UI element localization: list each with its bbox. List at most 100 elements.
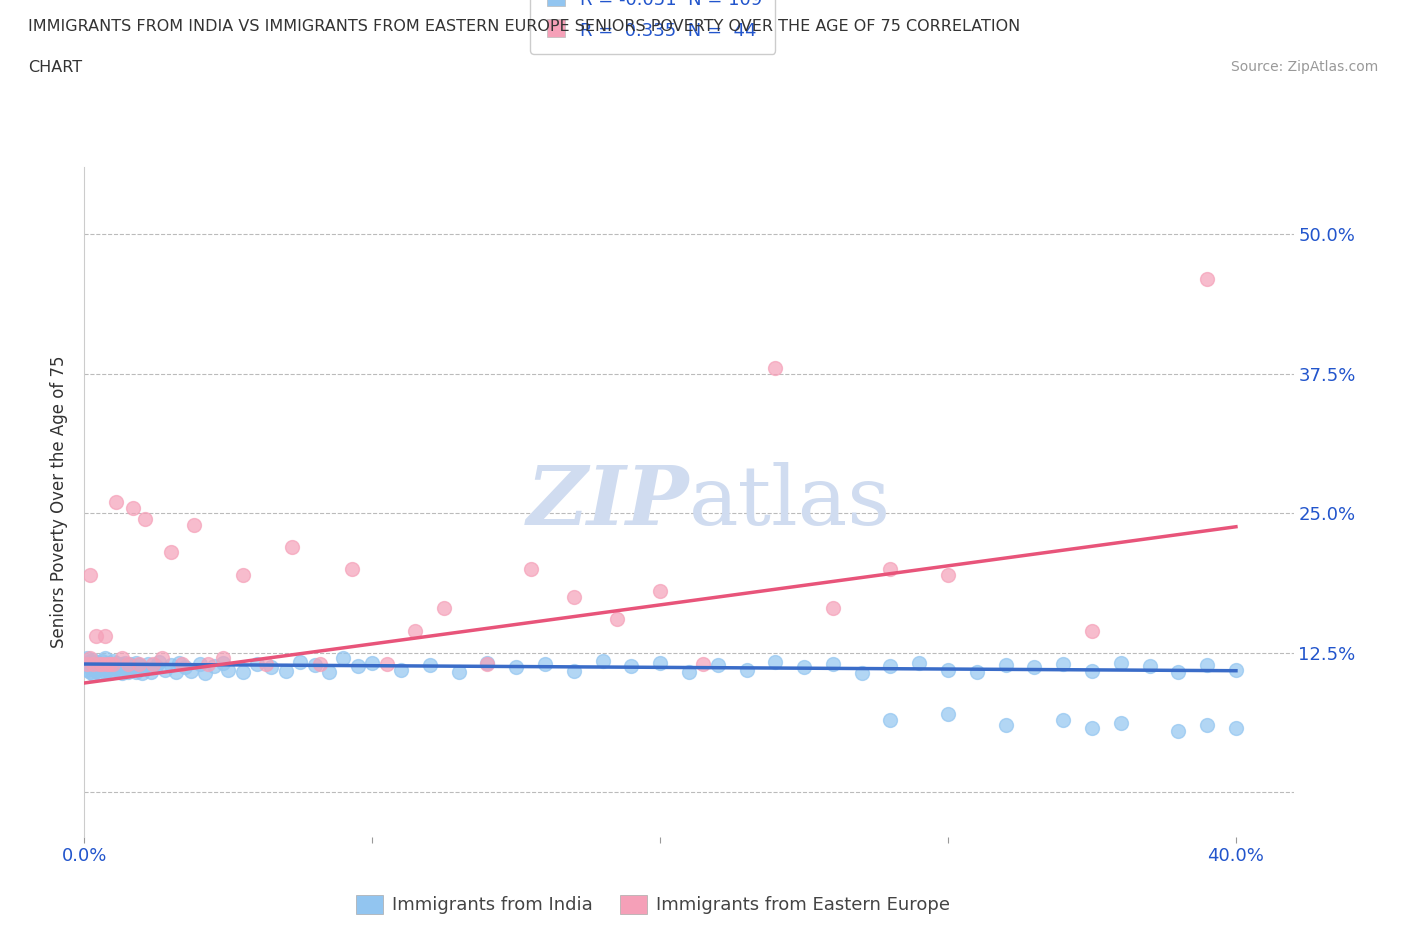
Point: [90, 658, 112, 673]
Point: [1167, 664, 1189, 679]
Point: [763, 361, 786, 376]
Point: [145, 658, 167, 673]
Point: [96, 657, 118, 671]
Point: [108, 658, 131, 672]
Point: [936, 662, 959, 677]
Point: [1081, 720, 1104, 735]
Point: [211, 651, 233, 666]
Point: [678, 664, 700, 679]
Point: [505, 660, 527, 675]
Point: [375, 657, 398, 671]
Text: IMMIGRANTS FROM INDIA VS IMMIGRANTS FROM EASTERN EUROPE SENIORS POVERTY OVER THE: IMMIGRANTS FROM INDIA VS IMMIGRANTS FROM…: [28, 19, 1021, 33]
Point: [105, 656, 128, 671]
Point: [706, 658, 728, 672]
Point: [117, 660, 139, 675]
Point: [98, 666, 121, 681]
Point: [183, 517, 205, 532]
Point: [136, 657, 159, 671]
Point: [84, 629, 107, 644]
Point: [117, 664, 139, 679]
Point: [197, 657, 219, 671]
Point: [606, 612, 628, 627]
Point: [96, 657, 118, 671]
Point: [534, 657, 557, 671]
Point: [620, 658, 643, 673]
Y-axis label: Seniors Poverty Over the Age of 75: Seniors Poverty Over the Age of 75: [51, 356, 69, 648]
Point: [274, 663, 297, 678]
Point: [131, 666, 153, 681]
Point: [96, 662, 118, 677]
Point: [1052, 657, 1074, 671]
Point: [389, 662, 412, 677]
Point: [111, 666, 134, 681]
Point: [90, 657, 112, 671]
Point: [96, 656, 118, 671]
Point: [447, 664, 470, 679]
Point: [332, 651, 354, 666]
Point: [1081, 623, 1104, 638]
Point: [125, 664, 148, 679]
Point: [879, 712, 901, 727]
Point: [76, 662, 98, 677]
Point: [82, 652, 104, 667]
Point: [172, 657, 194, 671]
Point: [280, 539, 302, 554]
Point: [108, 663, 131, 678]
Point: [150, 651, 173, 666]
Point: [153, 662, 176, 677]
Point: [309, 657, 332, 671]
Point: [361, 656, 384, 671]
Point: [1052, 712, 1074, 727]
Point: [936, 707, 959, 722]
Point: [84, 658, 107, 673]
Point: [90, 653, 112, 668]
Point: [93, 658, 115, 672]
Point: [79, 660, 101, 675]
Point: [1167, 724, 1189, 738]
Point: [692, 657, 714, 671]
Point: [174, 660, 197, 675]
Point: [166, 664, 188, 679]
Point: [87, 657, 110, 671]
Point: [76, 651, 98, 666]
Text: atlas: atlas: [689, 462, 891, 542]
Point: [260, 660, 283, 675]
Point: [93, 664, 115, 679]
Point: [290, 655, 312, 670]
Point: [994, 718, 1017, 733]
Point: [134, 512, 156, 526]
Point: [1081, 663, 1104, 678]
Point: [188, 657, 211, 671]
Point: [76, 657, 98, 671]
Point: [84, 663, 107, 678]
Point: [419, 658, 441, 672]
Point: [93, 651, 115, 666]
Point: [318, 664, 340, 679]
Point: [148, 655, 170, 670]
Point: [793, 660, 815, 675]
Point: [84, 655, 107, 670]
Point: [1225, 720, 1247, 735]
Point: [735, 662, 758, 677]
Point: [180, 663, 202, 678]
Point: [131, 660, 153, 675]
Point: [101, 653, 124, 668]
Point: [79, 651, 101, 666]
Point: [117, 657, 139, 671]
Point: [477, 657, 499, 671]
Point: [87, 661, 110, 676]
Point: [82, 658, 104, 672]
Point: [1024, 660, 1046, 675]
Point: [79, 567, 101, 582]
Point: [159, 658, 181, 672]
Point: [1225, 662, 1247, 677]
Text: ZIP: ZIP: [526, 462, 689, 542]
Point: [246, 657, 269, 671]
Point: [82, 657, 104, 671]
Point: [111, 657, 134, 671]
Point: [142, 657, 165, 671]
Point: [217, 662, 239, 677]
Point: [879, 658, 901, 673]
Point: [936, 567, 959, 582]
Point: [98, 660, 121, 675]
